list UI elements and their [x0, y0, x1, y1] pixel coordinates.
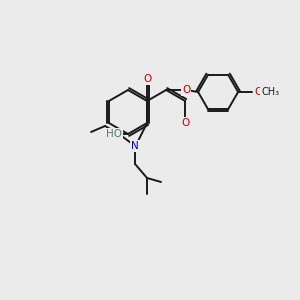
Text: O: O	[182, 85, 190, 95]
Text: O: O	[254, 87, 262, 97]
Text: O: O	[181, 118, 189, 128]
Text: O: O	[143, 74, 151, 84]
Text: HO: HO	[106, 129, 122, 139]
Text: N: N	[131, 141, 139, 151]
Text: CH₃: CH₃	[261, 87, 279, 97]
